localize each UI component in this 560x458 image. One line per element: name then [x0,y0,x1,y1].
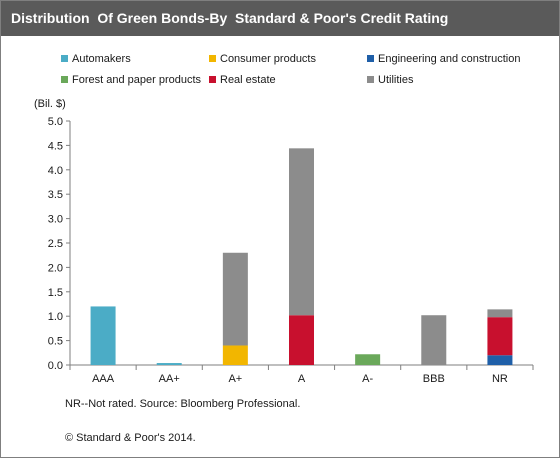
y-tick-label: 4.0 [48,165,63,177]
legend: Automakers Consumer products Engineering… [1,1,559,101]
x-tick-label: A+ [228,373,242,385]
legend-swatch [61,75,68,83]
y-tick-label: 5.0 [48,116,63,128]
bar-automakers-aaa [90,306,116,365]
bar-engineering-and-construction-nr [487,355,513,365]
x-tick-label: A- [362,373,373,385]
legend-label: Consumer products [220,53,316,65]
bar-utilities-a- [222,252,248,346]
y-tick-label: 0.0 [48,360,63,372]
bar-real-estate-a [289,315,314,365]
bar-automakers-aa- [156,363,182,365]
legend-item-utilities: Utilities [367,74,413,86]
y-tick-label: 0.5 [48,336,63,348]
legend-item-automakers: Automakers [61,53,131,65]
legend-swatch [61,54,68,62]
legend-swatch [209,75,216,83]
legend-item-consumer-products: Consumer products [209,53,316,65]
legend-label: Forest and paper products [72,74,202,86]
legend-item-engineering-construction: Engineering and construction [367,53,520,65]
legend-item-forest-paper: Forest and paper products [61,74,201,86]
y-tick-label: 2.5 [48,238,63,250]
legend-label: Automakers [72,53,131,65]
x-tick-label: AA+ [159,373,180,385]
bar-utilities-bbb [421,315,447,365]
copyright-credit: © Standard & Poor's 2014. [65,432,196,444]
legend-label: Utilities [378,74,414,86]
bar-consumer-products-a- [222,345,248,365]
y-tick-label: 1.0 [48,311,63,323]
x-tick-label: AAA [92,373,115,385]
legend-swatch [367,75,374,83]
y-tick-label: 3.5 [48,189,63,201]
bar-real-estate-nr [487,317,513,356]
bar-utilities-a [289,148,314,316]
y-tick-label: 2.0 [48,262,63,274]
y-tick-label: 1.5 [48,287,63,299]
legend-swatch [209,54,216,62]
x-tick-label: BBB [423,373,445,385]
bar-utilities-nr [487,309,513,318]
x-tick-label: A [298,373,306,385]
y-tick-label: 3.0 [48,214,63,226]
source-note: NR--Not rated. Source: Bloomberg Profess… [65,398,301,410]
y-axis-label: (Bil. $) [34,98,66,110]
legend-label: Engineering and construction [378,53,521,65]
legend-item-real-estate: Real estate [209,74,276,86]
legend-swatch [367,54,374,62]
x-tick-label: NR [492,373,508,385]
y-tick-label: 4.5 [48,140,63,152]
title-bar: Distribution Of Green Bonds-By Standard … [1,1,559,36]
legend-label: Real estate [220,74,276,86]
bar-forest-and-paper-products-a- [355,354,381,365]
chart-title: Distribution Of Green Bonds-By Standard … [11,10,449,26]
